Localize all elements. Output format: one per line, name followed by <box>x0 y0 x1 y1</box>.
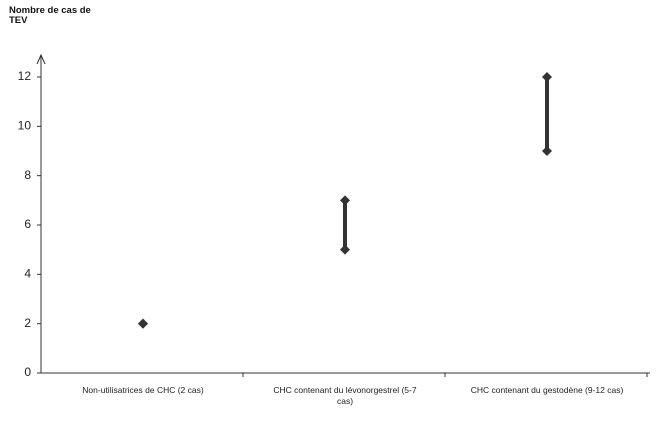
range-end <box>340 244 350 255</box>
range-end <box>542 146 552 156</box>
y-tick-label: 8 <box>24 168 31 182</box>
y-tick-label: 10 <box>18 119 32 133</box>
y-tick-label: 0 <box>24 365 31 379</box>
range-end <box>542 72 552 82</box>
y-axis-arrow <box>36 53 46 65</box>
x-tick-label: CHC contenant du lévonorgestrel (5-7 cas… <box>273 385 417 406</box>
range-end <box>340 195 350 206</box>
y-tick-label: 6 <box>24 217 31 231</box>
range-end <box>138 318 148 329</box>
y-tick-label: 4 <box>24 267 31 281</box>
y-tick-label: 2 <box>24 316 31 330</box>
y-axis-label: TEV <box>9 15 28 26</box>
x-tick-label: CHC contenant du gestodène (9-12 cas) <box>470 385 624 395</box>
y-axis-label: Nombre de cas de <box>9 5 91 16</box>
x-tick-label: Non-utilisatrices de CHC (2 cas) <box>82 385 204 395</box>
y-tick-label: 12 <box>18 69 32 83</box>
